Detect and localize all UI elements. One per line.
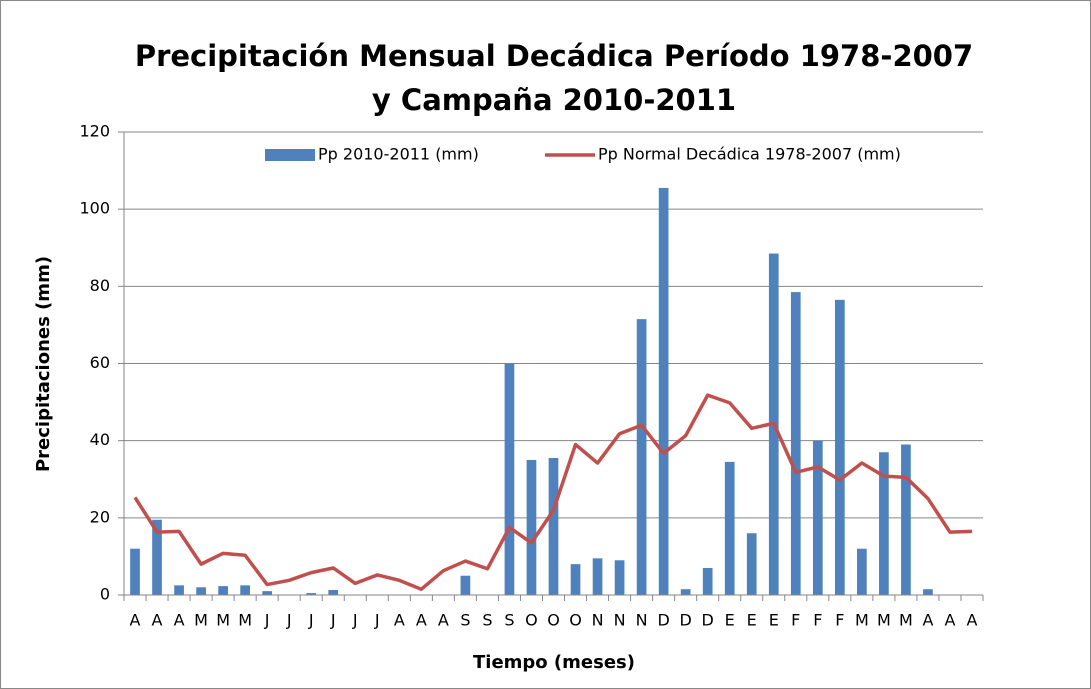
y-axis-label: Precipitaciones (mm) (33, 256, 54, 472)
legend-label: Pp 2010-2011 (mm) (318, 145, 479, 164)
x-tick-label: D (702, 611, 714, 630)
x-tick-label: D (679, 611, 691, 630)
bar (592, 558, 603, 595)
x-tick-label: M (194, 611, 208, 630)
bar (746, 533, 757, 595)
x-tick-label: J (308, 611, 314, 630)
x-tick-label: A (438, 611, 449, 630)
x-tick-label: J (286, 611, 292, 630)
x-tick-label: E (769, 611, 779, 630)
bar (262, 591, 273, 595)
x-tick-label: A (174, 611, 185, 630)
bar (614, 560, 625, 595)
bar (570, 564, 581, 595)
bar (130, 548, 140, 595)
x-tick-label: F (813, 611, 822, 630)
x-tick-label: S (482, 611, 492, 630)
legend-label: Pp Normal Decádica 1978-2007 (mm) (598, 145, 901, 164)
y-tick-label: 100 (79, 199, 110, 218)
bar (504, 363, 515, 595)
bar (196, 587, 206, 595)
x-tick-label: N (614, 611, 626, 630)
x-tick-label: N (636, 611, 648, 630)
bar (834, 299, 845, 595)
y-tick-label: 80 (90, 276, 110, 295)
x-tick-label: E (747, 611, 757, 630)
x-tick-label: M (216, 611, 230, 630)
bar (901, 444, 911, 595)
y-tick-label: 60 (90, 353, 110, 372)
x-tick-label: M (877, 611, 891, 630)
y-tick-label: 120 (79, 122, 110, 141)
bar (306, 593, 317, 595)
bar (724, 461, 735, 595)
x-tick-label: D (657, 611, 669, 630)
bar (702, 567, 713, 595)
x-tick-label: M (899, 611, 913, 630)
x-tick-label: J (330, 611, 336, 630)
x-tick-label: J (352, 611, 358, 630)
x-tick-label: O (525, 611, 538, 630)
y-tick-label: 0 (100, 585, 110, 604)
x-tick-label: S (504, 611, 514, 630)
bar (857, 548, 867, 595)
bar (218, 586, 228, 595)
y-tick-label: 20 (90, 507, 110, 526)
bar (460, 575, 471, 595)
bar (174, 585, 184, 595)
x-tick-label: M (855, 611, 869, 630)
x-tick-label: J (264, 611, 270, 630)
x-tick-label: A (416, 611, 427, 630)
bar (636, 319, 647, 595)
x-tick-label: O (547, 611, 560, 630)
x-tick-label: A (394, 611, 405, 630)
x-tick-label: A (967, 611, 978, 630)
x-axis-label: Tiempo (meses) (473, 652, 635, 673)
bar (812, 440, 823, 595)
x-tick-label: F (791, 611, 800, 630)
bar (658, 187, 669, 595)
bar (152, 519, 162, 595)
bar (879, 452, 889, 595)
line (133, 393, 973, 591)
x-tick-label: A (130, 611, 141, 630)
x-tick-label: F (835, 611, 844, 630)
x-tick-label: J (374, 611, 380, 630)
x-tick-label: A (152, 611, 163, 630)
bar (548, 458, 559, 595)
bar (680, 589, 691, 595)
x-tick-label: O (569, 611, 582, 630)
x-tick-label: A (922, 611, 933, 630)
x-tick-label: M (238, 611, 252, 630)
bar (923, 589, 933, 595)
chart-subtitle: y Campaña 2010-2011 (372, 83, 736, 117)
legend-swatch (265, 149, 315, 161)
x-tick-label: A (944, 611, 955, 630)
bar (328, 589, 339, 595)
chart-title: Precipitación Mensual Decádica Período 1… (135, 39, 973, 73)
bar (526, 459, 537, 595)
x-tick-label: S (460, 611, 470, 630)
bar (790, 292, 801, 595)
y-tick-label: 40 (90, 430, 110, 449)
bar (240, 585, 250, 595)
x-tick-label: E (725, 611, 735, 630)
x-tick-label: N (592, 611, 604, 630)
